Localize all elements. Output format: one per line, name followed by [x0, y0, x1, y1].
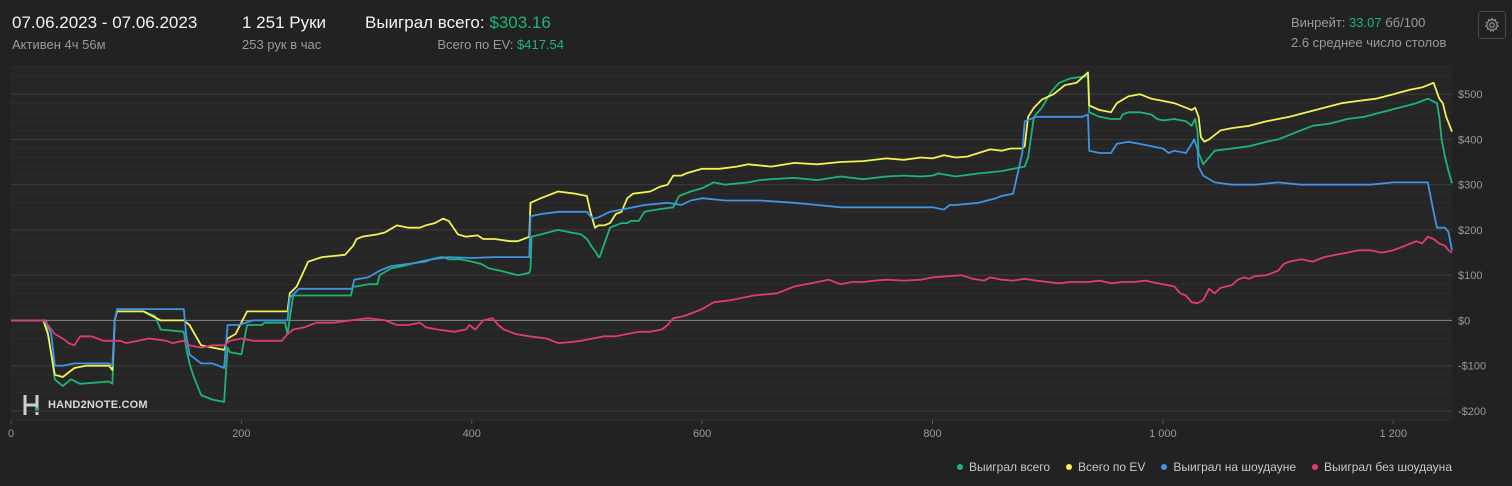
y-tick-label: -$200: [1458, 406, 1486, 418]
avg-tables: 2.6 среднее число столов: [1291, 35, 1447, 50]
x-tick-label: 1 000: [1149, 428, 1177, 440]
x-tick-label: 800: [923, 428, 941, 440]
hand2note-logo-icon: [23, 395, 39, 415]
settings-button[interactable]: [1478, 11, 1506, 39]
y-tick-label: $200: [1458, 225, 1482, 237]
logo-text: HAND2NOTE.COM: [48, 399, 148, 411]
ev-total: Всего по EV: $417.54: [437, 37, 564, 52]
legend-item-3[interactable]: Выиграл на шоудауне: [1161, 460, 1296, 474]
x-tick-label: 600: [693, 428, 711, 440]
legend-label: Всего по EV: [1078, 460, 1146, 474]
legend-marker: [1066, 464, 1073, 470]
chart-legend: Выиграл всего Всего по EV Выиграл на шоуда…: [956, 460, 1452, 474]
hand2note-logo: HAND2NOTE.COM: [22, 394, 148, 416]
winrate-value: 33.07: [1349, 15, 1382, 30]
winrate-unit: бб/100: [1385, 15, 1426, 30]
x-tick-label: 400: [463, 428, 481, 440]
winrate: Винрейт: 33.07 бб/100: [1291, 15, 1425, 30]
series-lines: [11, 71, 1453, 403]
ev-total-label: Всего по EV:: [437, 37, 514, 52]
x-axis-labels: 0 200 400 600 800 1 000 1 200: [8, 420, 1407, 440]
legend-label: Выиграл без шоудауна: [1324, 460, 1452, 474]
series-line-4: [11, 235, 1453, 349]
y-tick-label: $0: [1458, 315, 1470, 327]
chart-plot-area: [11, 67, 1452, 420]
series-line-1: [11, 75, 1453, 403]
date-range: 07.06.2023 - 07.06.2023: [12, 13, 198, 32]
legend-marker: [1312, 464, 1318, 470]
ev-total-value: $417.54: [517, 37, 564, 52]
hands-per-hour: 253 рук в час: [242, 37, 322, 52]
y-tick-label: $500: [1458, 89, 1482, 101]
won-total: Выиграл всего: $303.16: [365, 13, 551, 33]
legend-marker: [956, 464, 963, 470]
active-time: Активен 4ч 56м: [12, 37, 106, 52]
series-line-3: [11, 113, 1453, 369]
legend-item-4[interactable]: Выиграл без шоудауна: [1312, 460, 1452, 474]
y-tick-label: $400: [1458, 134, 1482, 146]
legend-item-2[interactable]: Всего по EV: [1066, 460, 1145, 474]
y-tick-label: $300: [1458, 180, 1482, 192]
won-total-label: Выиграл всего:: [365, 13, 485, 32]
won-total-value: $303.16: [489, 13, 551, 32]
gear-icon: [1484, 17, 1500, 33]
x-tick-label: 1 200: [1379, 428, 1407, 440]
x-tick-label: 0: [8, 428, 14, 440]
x-tick-label: 200: [232, 428, 250, 440]
profit-chart: -$200 -$100 $0 $100 $200 $300 $400 $500 0 200 400…: [8, 66, 1486, 440]
y-tick-label: $100: [1458, 270, 1482, 282]
legend-label: Выиграл всего: [968, 460, 1051, 474]
legend-label: Выиграл на шоудауне: [1173, 460, 1296, 474]
legend-marker: [1161, 464, 1168, 470]
minor-grid: [11, 66, 1452, 421]
winrate-label: Винрейт:: [1291, 15, 1346, 30]
legend-item-1[interactable]: Выиграл всего: [956, 460, 1051, 474]
y-axis-labels: -$200 -$100 $0 $100 $200 $300 $400 $500: [1458, 89, 1486, 418]
y-tick-label: -$100: [1458, 361, 1486, 373]
hands-count: 1 251 Руки: [242, 13, 327, 32]
